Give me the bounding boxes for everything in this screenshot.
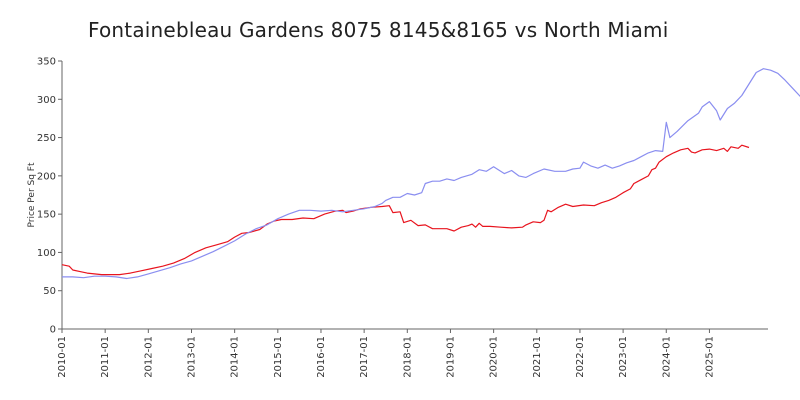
y-tick-label: 250 xyxy=(37,133,56,144)
x-tick-label: 2022-01 xyxy=(575,336,586,378)
x-tick-label: 2020-01 xyxy=(489,336,500,378)
x-tick-label: 2024-01 xyxy=(661,336,672,378)
x-tick-label: 2015-01 xyxy=(273,336,284,378)
series-line-red xyxy=(61,144,750,276)
chart-title: Fontainebleau Gardens 8075 8145&8165 vs … xyxy=(88,18,669,42)
x-tick-label: 2023-01 xyxy=(618,336,629,378)
x-tick-label: 2016-01 xyxy=(316,336,327,378)
x-tick-label: 2025-01 xyxy=(704,336,715,378)
x-tick-label: 2010-01 xyxy=(57,336,68,378)
axes: 0 50 100 150 200 250 300 350 2010-01 2011-01 2012-… xyxy=(27,57,768,378)
x-tick-label: 2018-01 xyxy=(402,336,413,378)
x-tick-label: 2021-01 xyxy=(532,336,543,378)
y-tick-label: 300 xyxy=(37,95,56,106)
x-tick-label: 2013-01 xyxy=(186,336,197,378)
y-tick-label: 100 xyxy=(37,248,56,259)
y-tick-label: 350 xyxy=(37,57,56,68)
x-tick-label: 2019-01 xyxy=(445,336,456,378)
y-tick-label: 50 xyxy=(43,286,56,297)
x-tick-label: 2012-01 xyxy=(143,336,154,378)
x-tick-label: 2017-01 xyxy=(359,336,370,378)
series-line-blue xyxy=(62,68,800,280)
y-axis-label: Price Per Sq Ft xyxy=(27,162,37,227)
y-tick-label: 200 xyxy=(37,171,56,182)
series-layer xyxy=(61,68,800,280)
y-tick-label: 0 xyxy=(50,325,56,336)
x-tick-label: 2014-01 xyxy=(230,336,241,378)
y-tick-label: 150 xyxy=(37,210,56,221)
x-tick-label: 2011-01 xyxy=(100,336,111,378)
